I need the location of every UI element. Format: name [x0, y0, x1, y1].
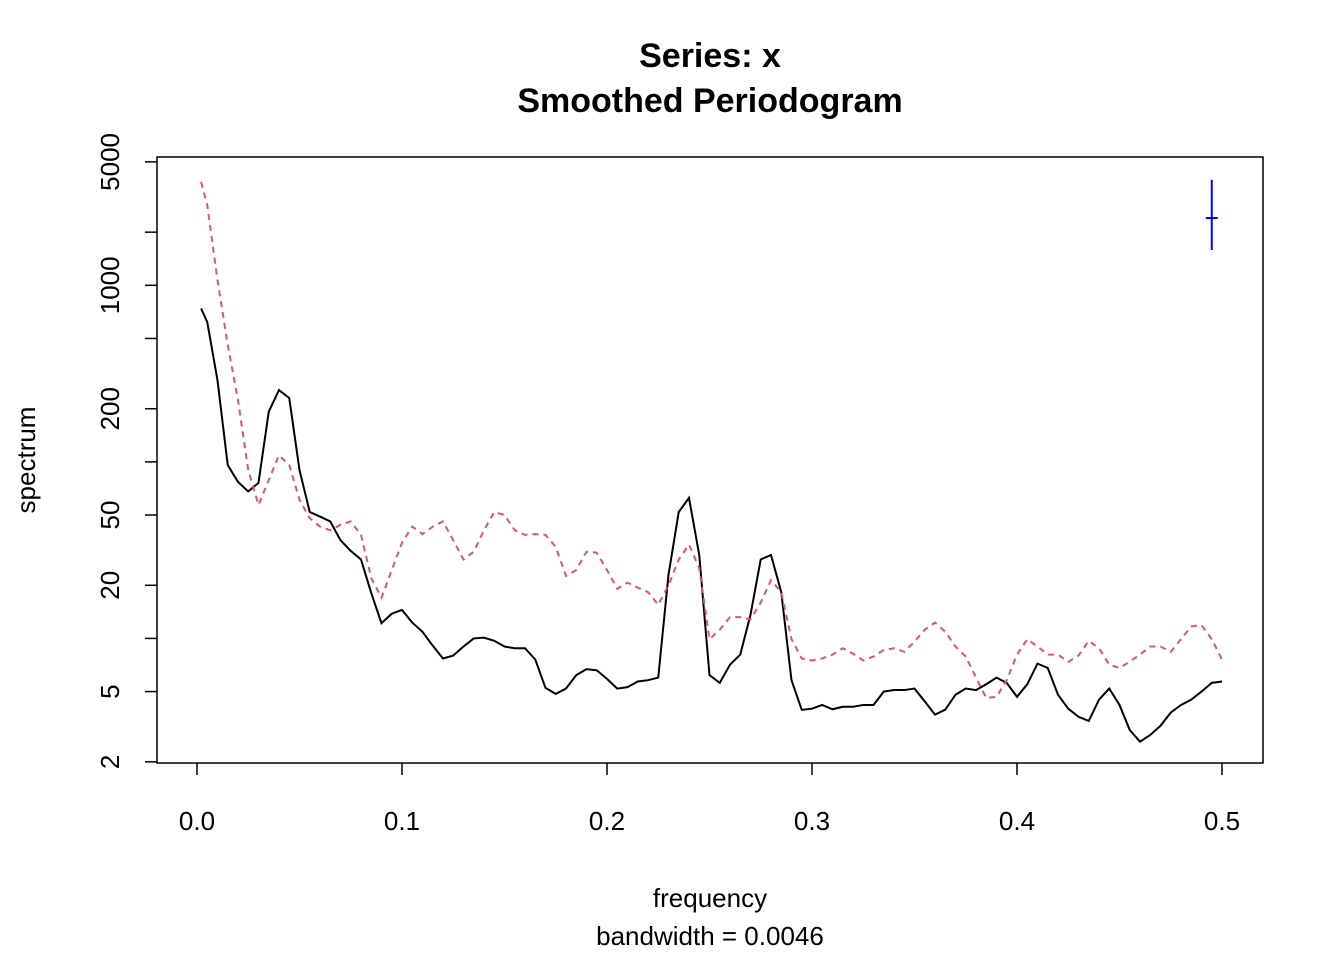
y-tick-label: 1000 — [95, 256, 125, 314]
bandwidth-note: bandwidth = 0.0046 — [596, 921, 824, 951]
x-tick-label: 0.2 — [589, 806, 625, 836]
y-tick-label: 50 — [95, 501, 125, 530]
y-tick-label: 2 — [95, 755, 125, 769]
x-tick-label: 0.5 — [1204, 806, 1240, 836]
y-axis-label: spectrum — [11, 407, 41, 514]
x-tick-label: 0.1 — [384, 806, 420, 836]
y-tick-label: 5000 — [95, 133, 125, 191]
chart-subtitle: Smoothed Periodogram — [517, 82, 902, 120]
chart-title: Series: x — [639, 37, 781, 75]
x-tick-label: 0.3 — [794, 806, 830, 836]
y-tick-label: 5 — [95, 684, 125, 698]
y-tick-label: 200 — [95, 387, 125, 430]
x-tick-label: 0.4 — [999, 806, 1035, 836]
spectrum-line — [200, 307, 1223, 744]
y-tick-label: 20 — [95, 571, 125, 600]
spectrum-line — [200, 181, 1223, 700]
plot-frame — [156, 156, 1264, 764]
x-axis-label: frequency — [653, 883, 767, 913]
x-tick-label: 0.0 — [179, 806, 215, 836]
